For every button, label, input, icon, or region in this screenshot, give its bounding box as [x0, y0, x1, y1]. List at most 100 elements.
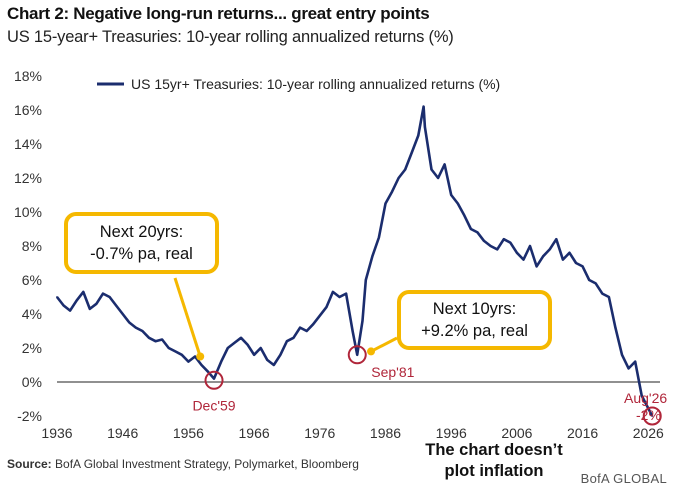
series-layer — [55, 105, 654, 417]
data-point — [621, 353, 623, 356]
data-point — [259, 347, 262, 349]
data-point — [200, 364, 203, 366]
x-tick-label: 1936 — [41, 425, 72, 441]
data-point — [56, 296, 58, 298]
legend-label: US 15yr+ Treasuries: 10-year rolling ann… — [131, 76, 500, 92]
data-point — [424, 126, 426, 128]
inflation-note: The chart doesn’t plot inflation — [404, 440, 584, 482]
y-tick-label: 10% — [14, 204, 42, 220]
callout-connectors — [173, 277, 398, 361]
callout-next-10yrs: Next 10yrs: +9.2% pa, real — [397, 290, 552, 350]
callout-connector-right — [370, 336, 398, 353]
marker-label-aug26: Aug'26 — [624, 390, 667, 406]
marker-dec59 — [204, 370, 224, 390]
marker-layer: Dec'59 Sep'81 Aug'26-2% — [192, 345, 667, 426]
data-point — [502, 238, 505, 241]
data-point — [437, 177, 439, 179]
source-label: Source: — [7, 457, 52, 471]
data-point — [272, 364, 275, 366]
source-text: BofA Global Investment Strategy, Polymar… — [55, 457, 359, 471]
y-tick-label: 12% — [14, 170, 42, 186]
data-point — [634, 360, 637, 363]
data-point — [356, 353, 359, 356]
data-point — [361, 319, 364, 322]
data-point — [194, 355, 196, 358]
data-point — [614, 326, 617, 329]
data-point — [575, 262, 577, 264]
data-point — [555, 238, 558, 241]
data-point — [489, 245, 492, 247]
chart-subtitle: US 15-year+ Treasuries: 10-year rolling … — [7, 28, 454, 46]
data-point — [207, 370, 210, 373]
data-point — [422, 105, 425, 108]
data-point — [312, 323, 315, 326]
chart-title: Chart 2: Negative long-run returns... gr… — [7, 4, 430, 23]
data-point — [161, 338, 164, 341]
data-point — [266, 359, 269, 361]
data-point — [75, 299, 78, 302]
data-point — [562, 258, 564, 261]
data-point — [391, 190, 393, 193]
data-point — [430, 168, 433, 171]
x-tick-label: 1966 — [239, 425, 270, 441]
data-point — [134, 326, 137, 329]
data-point — [410, 151, 413, 154]
data-point — [345, 292, 347, 295]
data-point — [640, 394, 643, 397]
callout-next-10yrs-line1: Next 10yrs: — [432, 300, 517, 318]
x-tick-label: 1986 — [370, 425, 401, 441]
y-tick-label: 18% — [14, 68, 42, 84]
data-point — [351, 330, 354, 332]
data-point — [404, 168, 407, 171]
data-point — [608, 296, 610, 298]
data-point — [226, 347, 229, 349]
x-tick-label: 2026 — [633, 425, 664, 441]
inflation-note-line2: plot inflation — [444, 462, 544, 480]
data-point — [568, 251, 571, 254]
callout-dot-right — [367, 347, 376, 356]
y-tick-label: 2% — [22, 340, 42, 356]
data-point — [522, 258, 525, 261]
data-point — [338, 296, 341, 298]
marker-label-sep81: Sep'81 — [371, 364, 414, 380]
marker-label-dec59: Dec'59 — [192, 397, 235, 413]
data-point — [397, 177, 400, 179]
y-tick-label: 6% — [22, 272, 42, 288]
callout-next-20yrs-line2: -0.7% pa, real — [90, 245, 193, 263]
data-point — [154, 340, 157, 343]
data-point — [332, 291, 334, 293]
inflation-note-line1: The chart doesn’t — [425, 441, 563, 459]
data-point — [180, 353, 183, 356]
data-point — [95, 302, 98, 305]
brand-logo-text: BofA GLOBAL — [580, 471, 667, 486]
data-point — [279, 353, 282, 356]
data-point — [378, 236, 380, 239]
data-point — [509, 241, 512, 244]
data-point — [450, 194, 453, 196]
data-point — [476, 231, 479, 234]
data-point — [82, 291, 85, 293]
data-point — [594, 282, 597, 285]
data-point — [443, 163, 446, 166]
data-point — [548, 248, 551, 251]
data-point — [470, 228, 472, 230]
source-line: Source: BofA Global Investment Strategy,… — [7, 457, 359, 471]
data-point — [213, 377, 215, 380]
data-point — [529, 245, 531, 247]
data-point — [167, 347, 170, 349]
legend: US 15yr+ Treasuries: 10-year rolling ann… — [97, 76, 500, 92]
x-tick-label: 2006 — [501, 425, 532, 441]
data-point — [286, 340, 288, 343]
data-point — [240, 336, 242, 339]
data-point — [233, 342, 236, 344]
data-point — [496, 248, 499, 251]
data-point — [371, 255, 374, 258]
data-point — [62, 304, 65, 307]
data-point — [456, 202, 459, 205]
callout-connector-left — [173, 277, 202, 357]
x-tick-label: 1976 — [304, 425, 335, 441]
data-point — [483, 240, 485, 242]
data-point — [69, 309, 71, 312]
data-point — [325, 306, 328, 309]
